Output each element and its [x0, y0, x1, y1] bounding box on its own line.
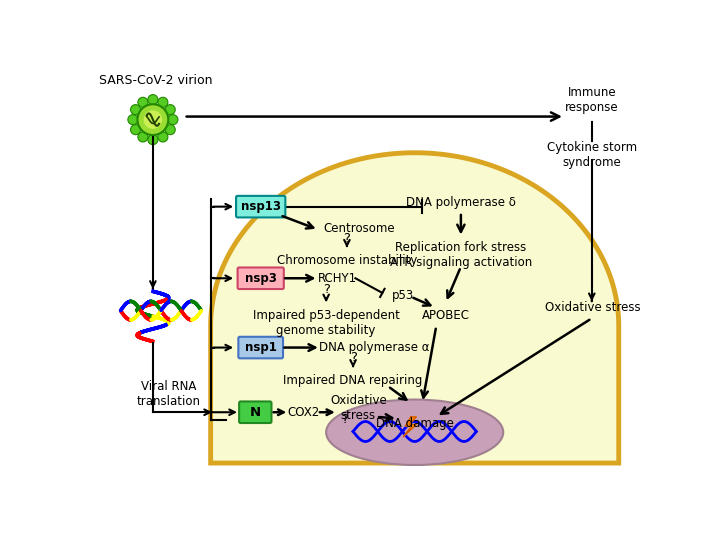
Circle shape [144, 110, 162, 129]
Text: DNA damage: DNA damage [376, 417, 454, 430]
Circle shape [148, 95, 158, 105]
Text: ?: ? [342, 414, 349, 426]
Text: Centrosome: Centrosome [324, 221, 395, 235]
Circle shape [165, 125, 175, 135]
Text: nsp1: nsp1 [245, 341, 276, 354]
Text: SARS-CoV-2 virion: SARS-CoV-2 virion [99, 74, 213, 87]
Text: Impaired p53-dependent
genome stability: Impaired p53-dependent genome stability [253, 309, 400, 337]
Text: RCHY1: RCHY1 [318, 272, 357, 285]
Circle shape [137, 104, 168, 135]
Text: Chromosome instability: Chromosome instability [277, 254, 417, 266]
Text: APOBEC: APOBEC [422, 309, 470, 322]
FancyBboxPatch shape [239, 401, 271, 423]
Text: ?: ? [344, 232, 350, 244]
Text: Impaired DNA repairing: Impaired DNA repairing [284, 374, 422, 387]
Polygon shape [403, 417, 416, 437]
Text: Immune
response: Immune response [565, 86, 619, 114]
Circle shape [165, 105, 175, 114]
Circle shape [138, 132, 148, 142]
Text: nsp3: nsp3 [245, 272, 276, 285]
Text: Cytokine storm
syndrome: Cytokine storm syndrome [547, 141, 637, 169]
Circle shape [158, 132, 168, 142]
Text: N: N [250, 406, 261, 419]
Ellipse shape [326, 400, 503, 465]
Circle shape [130, 125, 140, 135]
Text: p53: p53 [392, 289, 414, 302]
Text: Viral RNA
translation: Viral RNA translation [136, 380, 200, 408]
Circle shape [168, 114, 178, 125]
Text: ?: ? [349, 351, 357, 364]
Text: DNA polymerase δ: DNA polymerase δ [406, 196, 516, 209]
Circle shape [148, 135, 158, 144]
Text: DNA polymerase α: DNA polymerase α [319, 341, 430, 354]
FancyBboxPatch shape [238, 337, 283, 358]
FancyBboxPatch shape [238, 268, 284, 289]
Text: Replication fork stress
ATR signaling activation: Replication fork stress ATR signaling ac… [390, 241, 532, 269]
Circle shape [138, 97, 148, 108]
Text: Oxidative stress: Oxidative stress [545, 301, 640, 315]
Polygon shape [211, 153, 619, 463]
Text: nsp13: nsp13 [241, 200, 281, 213]
FancyBboxPatch shape [236, 196, 286, 217]
Text: Oxidative
stress: Oxidative stress [330, 394, 387, 423]
Circle shape [128, 114, 138, 125]
Text: COX2: COX2 [287, 406, 319, 419]
Circle shape [158, 97, 168, 108]
Circle shape [130, 105, 140, 114]
Text: ?: ? [323, 284, 329, 296]
